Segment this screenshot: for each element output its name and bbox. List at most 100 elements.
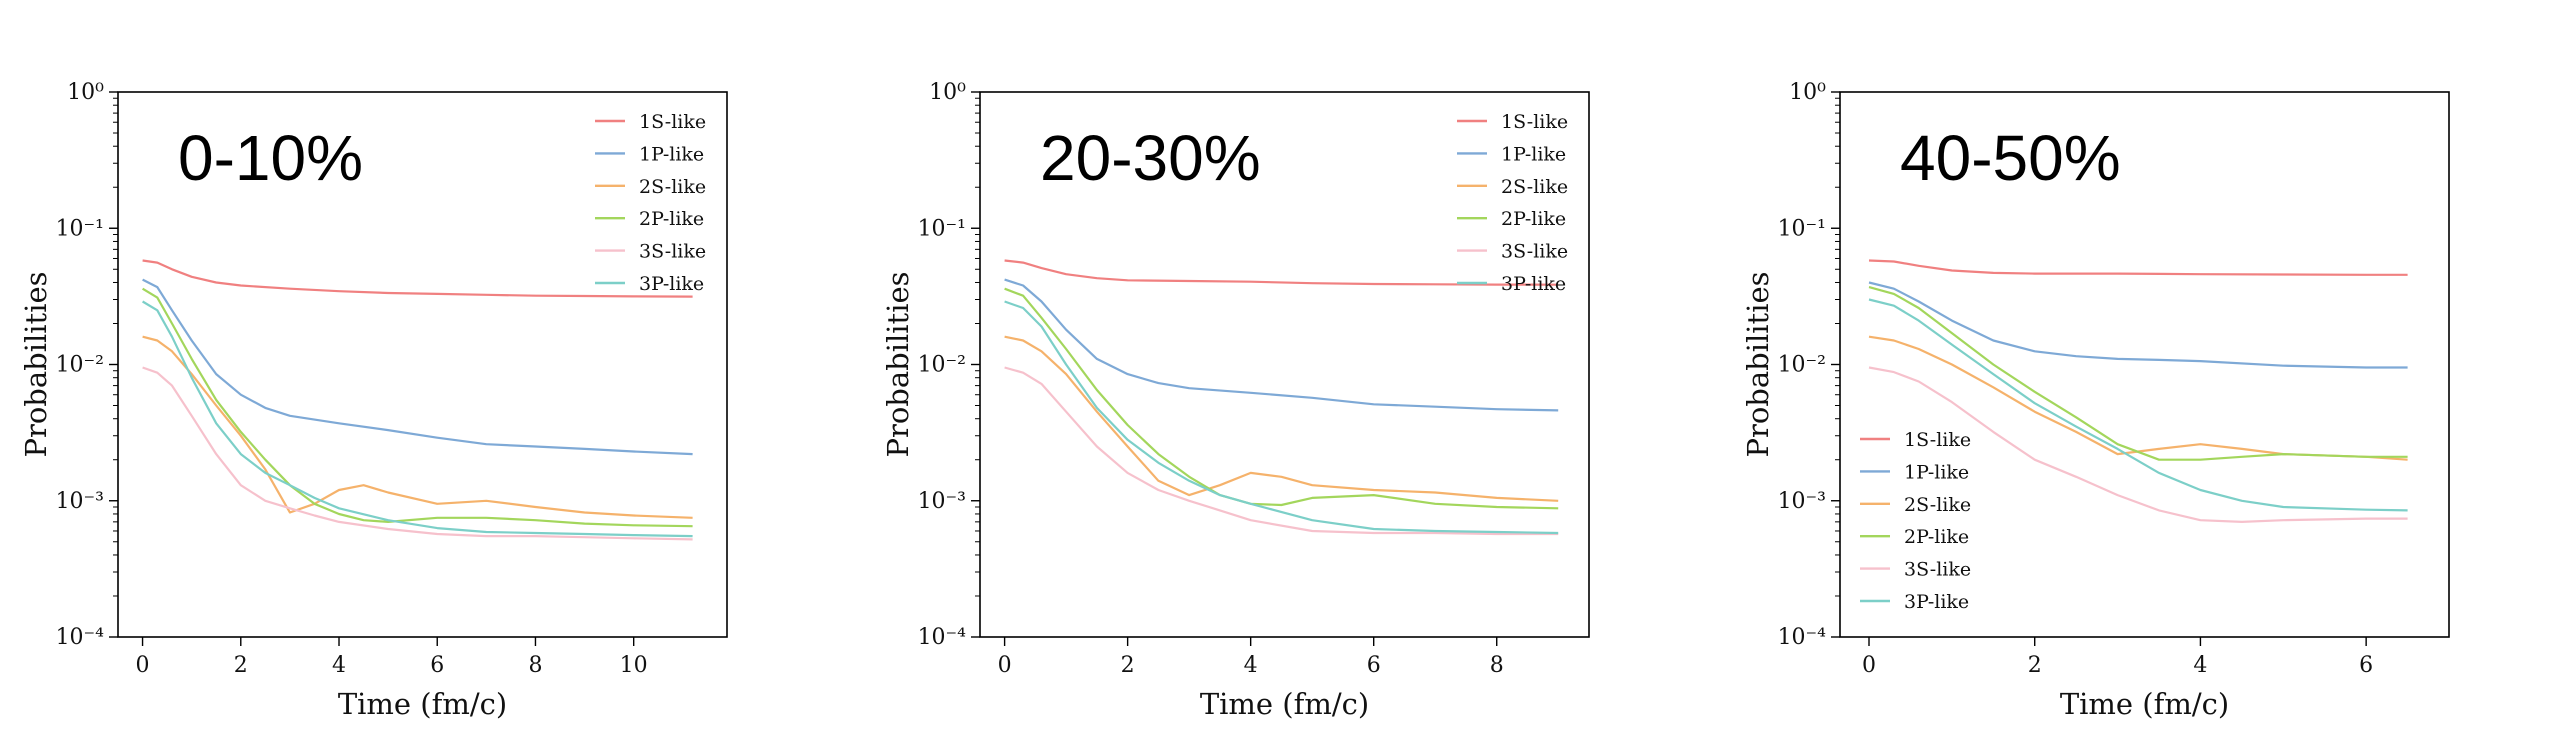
legend: 1S-like 1P-like 2S-like 2P-like 3S-like 3P-li… [1457, 111, 1568, 295]
legend-label: 2P-like [1501, 208, 1566, 230]
x-axis-label: Time (fm/c) [338, 687, 507, 721]
series-line [1868, 259, 2408, 276]
x-tick-label: 4 [1244, 653, 1258, 678]
y-tick-label: 10⁻³ [918, 489, 966, 514]
y-tick-label: 10⁻³ [56, 489, 104, 514]
centrality-label: 0-10% [178, 122, 363, 194]
x-tick-label: 6 [430, 653, 444, 678]
x-tick-label: 0 [998, 653, 1012, 678]
y-tick-label: 10⁻¹ [1778, 216, 1826, 241]
centrality-label: 20-30% [1040, 122, 1261, 194]
y-tick-label: 10⁻² [1778, 353, 1826, 378]
y-tick-label: 10⁻¹ [56, 216, 104, 241]
series-1p-like [142, 278, 693, 456]
x-tick-label: 4 [2193, 653, 2207, 678]
y-tick-label: 10⁻⁴ [1778, 625, 1827, 650]
series-line [1868, 281, 2408, 369]
series-line [1868, 298, 2408, 512]
x-tick-label: 2 [234, 653, 248, 678]
x-tick-label: 8 [528, 653, 542, 678]
series-line [1004, 300, 1559, 535]
legend-label: 3P-like [1501, 273, 1566, 295]
chart-panel-1: 10⁰ 10⁻¹ 10⁻² 10⁻³ 10⁻⁴ 0 2 4 6 8 10 Time (fm/c) Pro… [19, 80, 728, 721]
legend-label: 1P-like [1904, 461, 1969, 483]
legend-label: 2S-like [1501, 176, 1568, 198]
series-3s-like [1004, 366, 1559, 536]
legend-label: 2P-like [1904, 526, 1969, 548]
series-line [142, 300, 693, 538]
series-1s-like [142, 259, 693, 298]
series-1p-like [1004, 278, 1559, 412]
series-3p-like [1868, 298, 2408, 512]
x-tick-label: 2 [2028, 653, 2042, 678]
x-tick-label: 4 [332, 653, 346, 678]
y-tick-label: 10⁻² [918, 353, 966, 378]
x-tick-label: 8 [1490, 653, 1504, 678]
series-2p-like [142, 287, 693, 528]
series-line [1004, 335, 1559, 502]
x-tick-label: 6 [1367, 653, 1381, 678]
y-tick-label: 10⁻² [56, 353, 104, 378]
series-line [142, 287, 693, 528]
series-3p-like [142, 300, 693, 538]
legend-label: 1P-like [639, 143, 704, 165]
legend-label: 1P-like [1501, 143, 1566, 165]
series-line [1004, 366, 1559, 536]
series-2p-like [1004, 287, 1559, 510]
series-1s-like [1868, 259, 2408, 276]
legend: 1S-like 1P-like 2S-like 2P-like 3S-like 3P-li… [1860, 429, 1971, 613]
x-axis-label: Time (fm/c) [1200, 687, 1369, 721]
series-line [142, 335, 693, 519]
series-line [1868, 286, 2408, 461]
centrality-label: 40-50% [1900, 122, 2121, 194]
y-tick-label: 10⁰ [1789, 80, 1826, 105]
series-1s-like [1004, 259, 1559, 286]
series-2s-like [142, 335, 693, 519]
y-tick-label: 10⁰ [929, 80, 966, 105]
series-line [142, 278, 693, 456]
legend-label: 3S-like [1904, 559, 1971, 581]
legend-label: 3P-like [639, 273, 704, 295]
y-tick-label: 10⁻⁴ [918, 625, 967, 650]
y-axis-label: Probabilities [881, 271, 915, 457]
y-tick-label: 10⁻¹ [918, 216, 966, 241]
series-1p-like [1868, 281, 2408, 369]
legend: 1S-like 1P-like 2S-like 2P-like 3S-like 3P-li… [595, 111, 706, 295]
y-tick-label: 10⁻⁴ [56, 625, 105, 650]
series-line [1004, 259, 1559, 286]
series-2s-like [1004, 335, 1559, 502]
series-2p-like [1868, 286, 2408, 461]
y-axis-label: Probabilities [1741, 271, 1775, 457]
series-line [1004, 287, 1559, 510]
legend-label: 2S-like [1904, 494, 1971, 516]
legend-label: 1S-like [1904, 429, 1971, 451]
chart-panel-2: 10⁰ 10⁻¹ 10⁻² 10⁻³ 10⁻⁴ 0 2 4 6 8 Time (fm/c) Proba… [881, 80, 1590, 721]
series-line [1868, 366, 2408, 524]
x-axis-label: Time (fm/c) [2060, 687, 2229, 721]
series-3s-like [142, 366, 693, 541]
x-tick-label: 0 [1862, 653, 1876, 678]
legend-label: 3P-like [1904, 591, 1969, 613]
y-tick-label: 10⁻³ [1778, 489, 1826, 514]
series-3s-like [1868, 366, 2408, 524]
legend-label: 3S-like [639, 241, 706, 263]
x-tick-label: 6 [2359, 653, 2373, 678]
y-axis-label: Probabilities [19, 271, 53, 457]
series-line [1004, 278, 1559, 412]
x-tick-label: 2 [1121, 653, 1135, 678]
chart-panel-3: 10⁰ 10⁻¹ 10⁻² 10⁻³ 10⁻⁴ 0 2 4 6 Time (fm/c) Probab… [1741, 80, 2450, 721]
x-tick-label: 10 [620, 653, 648, 678]
legend-label: 1S-like [639, 111, 706, 133]
legend-label: 2S-like [639, 176, 706, 198]
y-tick-label: 10⁰ [67, 80, 104, 105]
legend-label: 3S-like [1501, 241, 1568, 263]
legend-label: 1S-like [1501, 111, 1568, 133]
x-tick-label: 0 [136, 653, 150, 678]
series-line [142, 259, 693, 298]
series-2s-like [1868, 335, 2408, 461]
series-line [142, 366, 693, 541]
legend-label: 2P-like [639, 208, 704, 230]
series-3p-like [1004, 300, 1559, 535]
series-line [1868, 335, 2408, 461]
